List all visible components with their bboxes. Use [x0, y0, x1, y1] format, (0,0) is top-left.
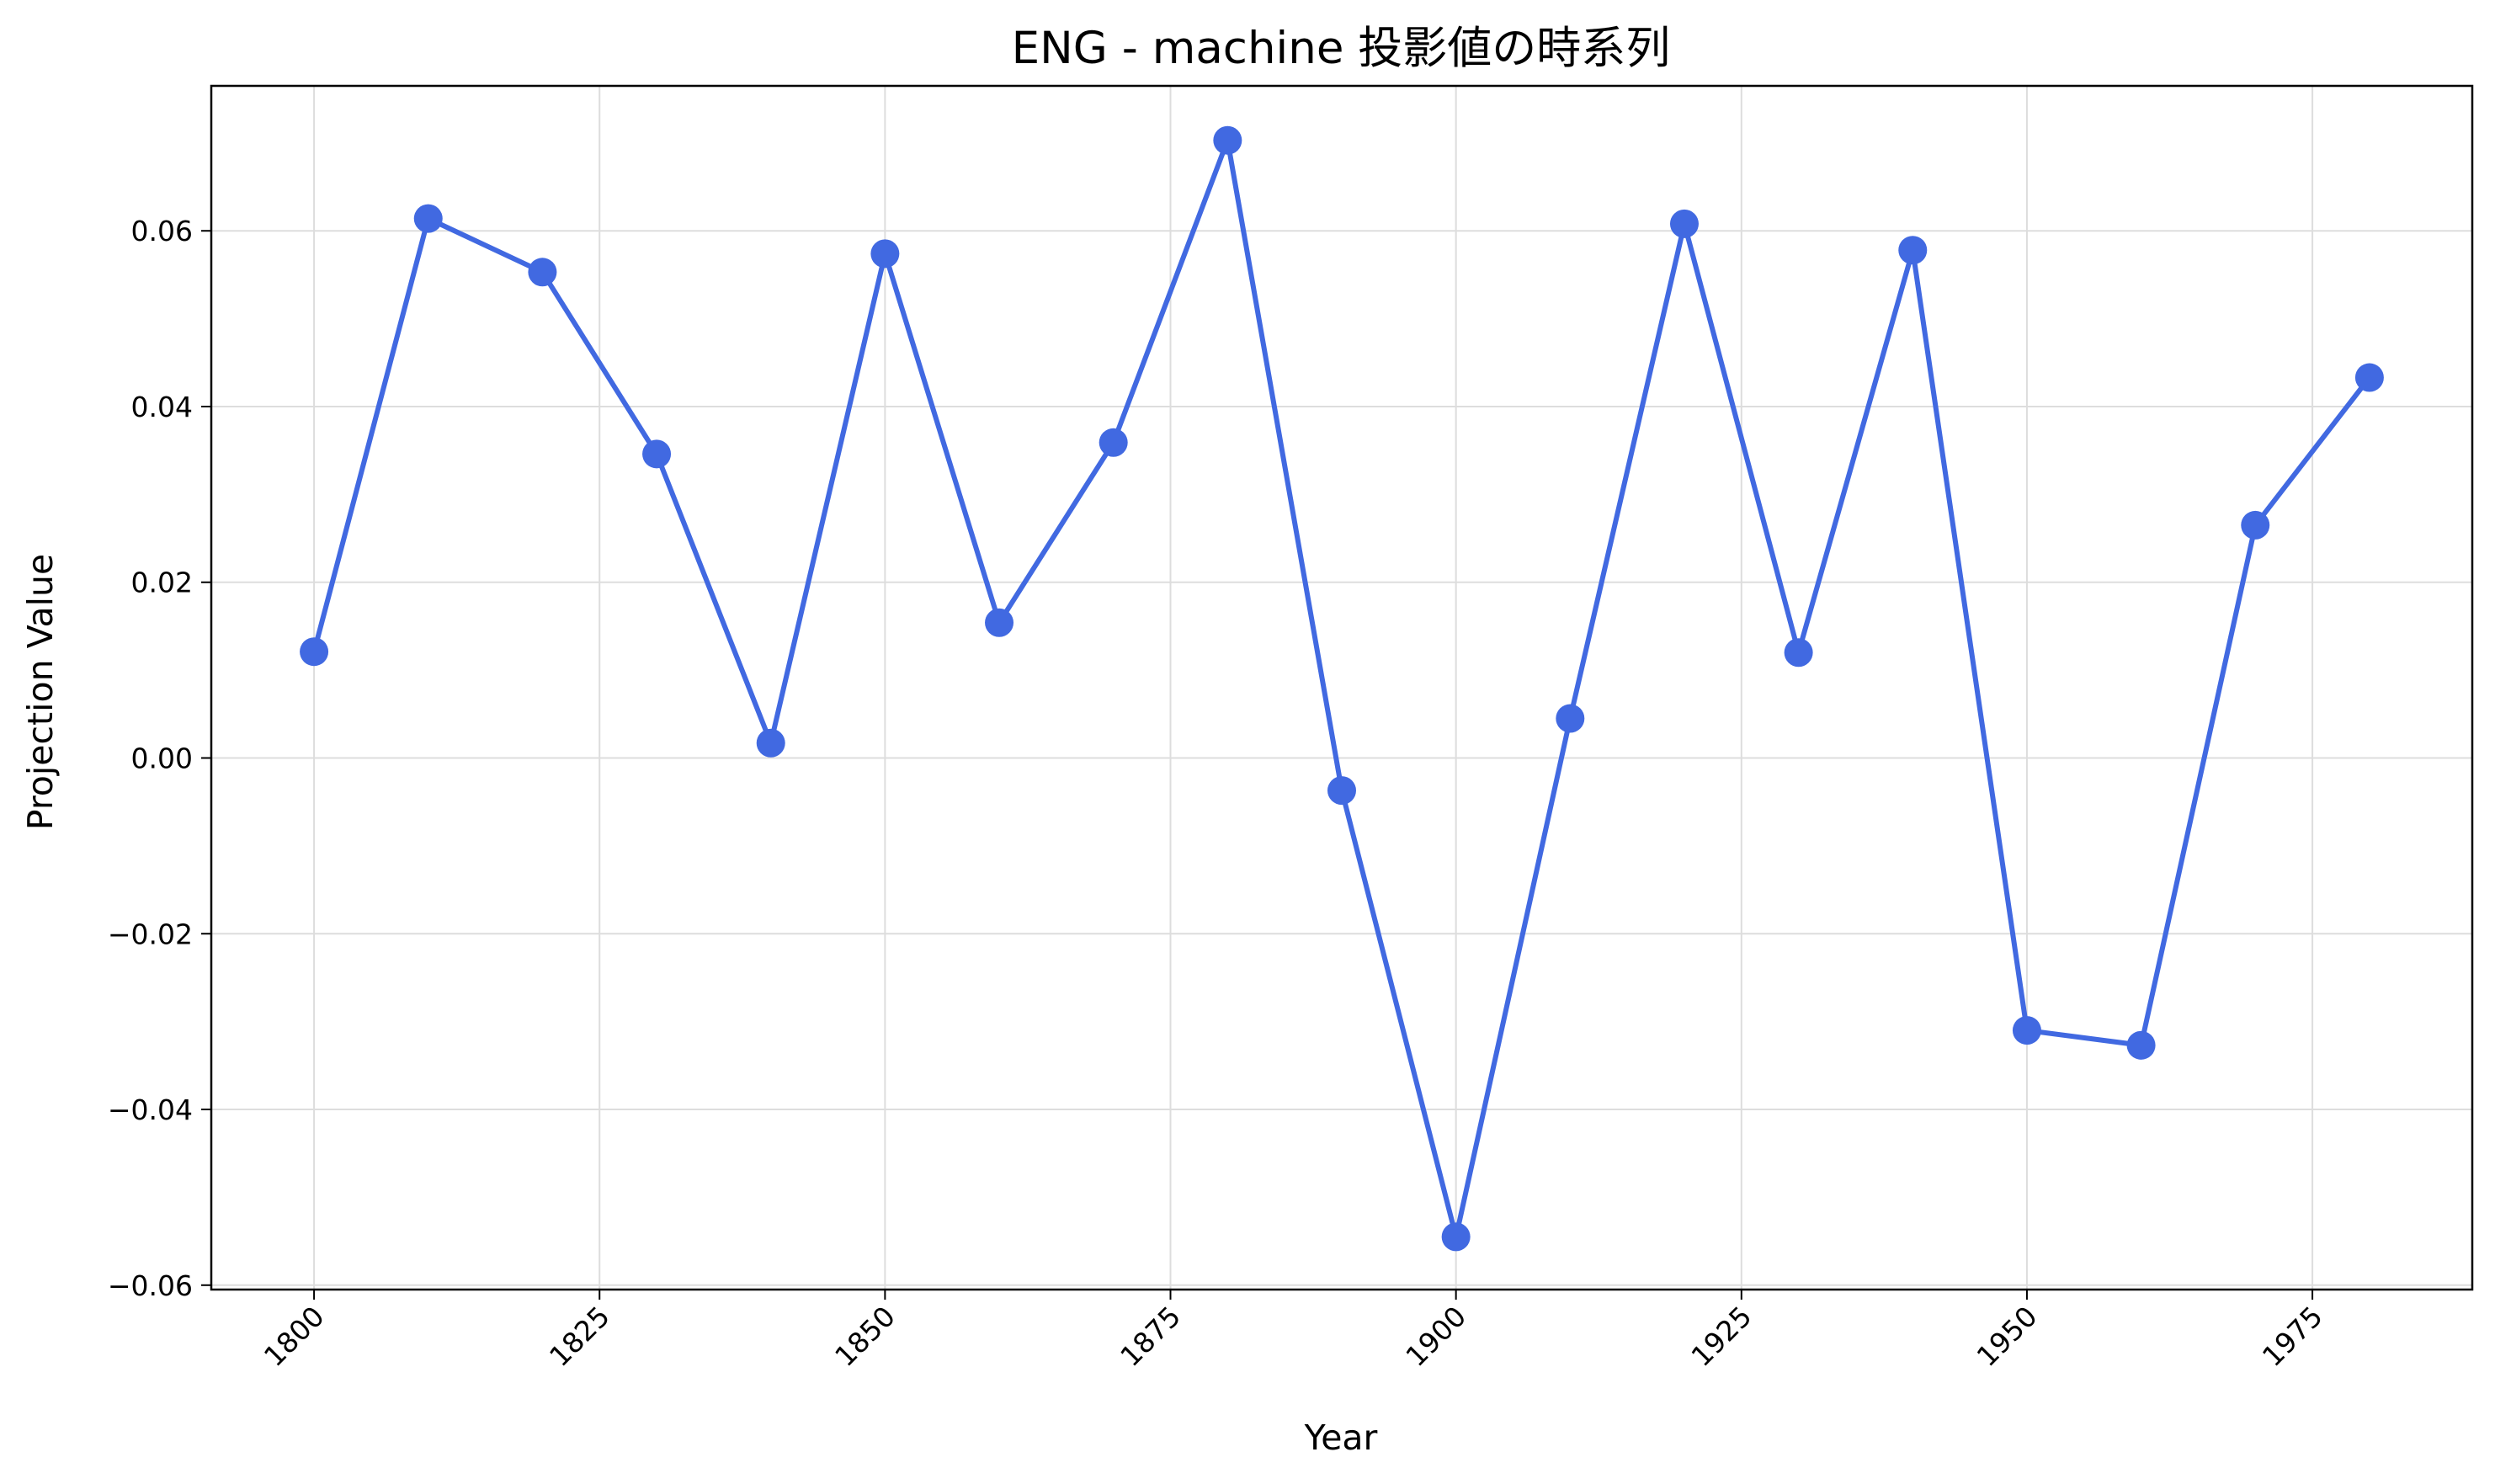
y-tick-label: 0.06	[131, 215, 193, 247]
data-point	[642, 439, 672, 469]
data-point	[756, 728, 785, 758]
data-point	[870, 239, 900, 269]
plot-frame	[210, 84, 2474, 1291]
data-point	[1556, 704, 1585, 733]
chart-title: ENG - machine 投影値の時系列	[1012, 23, 1671, 74]
y-axis: −0.06 −0.04 −0.02 0.00 0.02 0.04 0.06	[108, 215, 211, 1302]
data-point	[1669, 209, 1699, 238]
data-point	[1327, 776, 1356, 806]
grid-lines	[211, 86, 2472, 1290]
data-point	[985, 608, 1014, 637]
x-axis-title: Year	[1304, 1418, 1378, 1458]
y-tick-label: −0.04	[108, 1093, 193, 1126]
data-point	[2354, 363, 2384, 392]
y-tick-label: −0.06	[108, 1269, 193, 1302]
y-axis-title: Projection Value	[20, 554, 61, 830]
data-point	[413, 204, 443, 233]
data-point	[1213, 125, 1242, 155]
data-point	[1099, 428, 1128, 457]
data-point	[2012, 1016, 2041, 1045]
data-point	[1898, 236, 1928, 265]
data-point	[1784, 638, 1813, 668]
data-point	[528, 258, 557, 287]
y-tick-label: 0.00	[131, 742, 193, 775]
data-point	[2241, 510, 2270, 540]
y-tick-label: 0.02	[131, 566, 193, 599]
data-point	[2126, 1030, 2156, 1060]
data-point	[1441, 1222, 1471, 1252]
y-tick-label: −0.02	[108, 918, 193, 950]
data-point	[300, 637, 329, 667]
y-tick-label: 0.04	[131, 391, 193, 423]
data-series	[300, 125, 2384, 1252]
